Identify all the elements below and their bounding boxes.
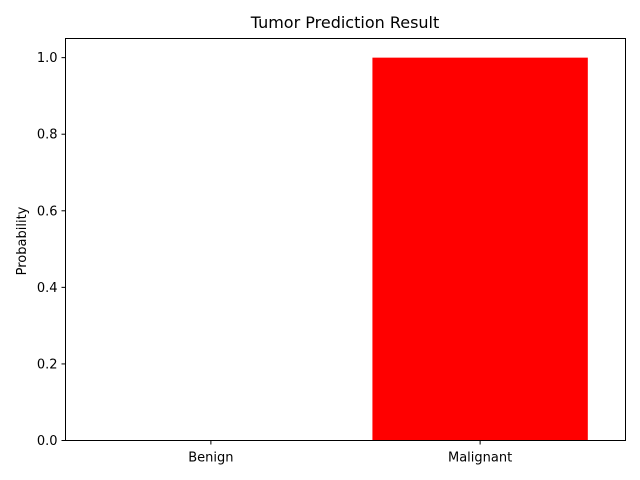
x-tick-label: Benign xyxy=(188,451,233,466)
plot-area: 0.0 0.2 0.4 0.6 0.8 1.0 Benign Malignant xyxy=(37,51,588,466)
y-tick-label: 0.0 xyxy=(37,434,58,449)
y-tick-label: 0.2 xyxy=(37,357,58,372)
x-tick-label: Malignant xyxy=(448,451,512,466)
chart-title: Tumor Prediction Result xyxy=(250,13,440,32)
y-tick-label: 0.6 xyxy=(37,204,58,219)
y-axis-label: Probability xyxy=(15,206,30,275)
bar-malignant xyxy=(372,57,588,441)
y-tick-label: 0.4 xyxy=(37,281,58,296)
axes-frame xyxy=(65,38,626,441)
y-tick-label: 1.0 xyxy=(37,51,58,66)
y-tick-label: 0.8 xyxy=(37,128,58,143)
